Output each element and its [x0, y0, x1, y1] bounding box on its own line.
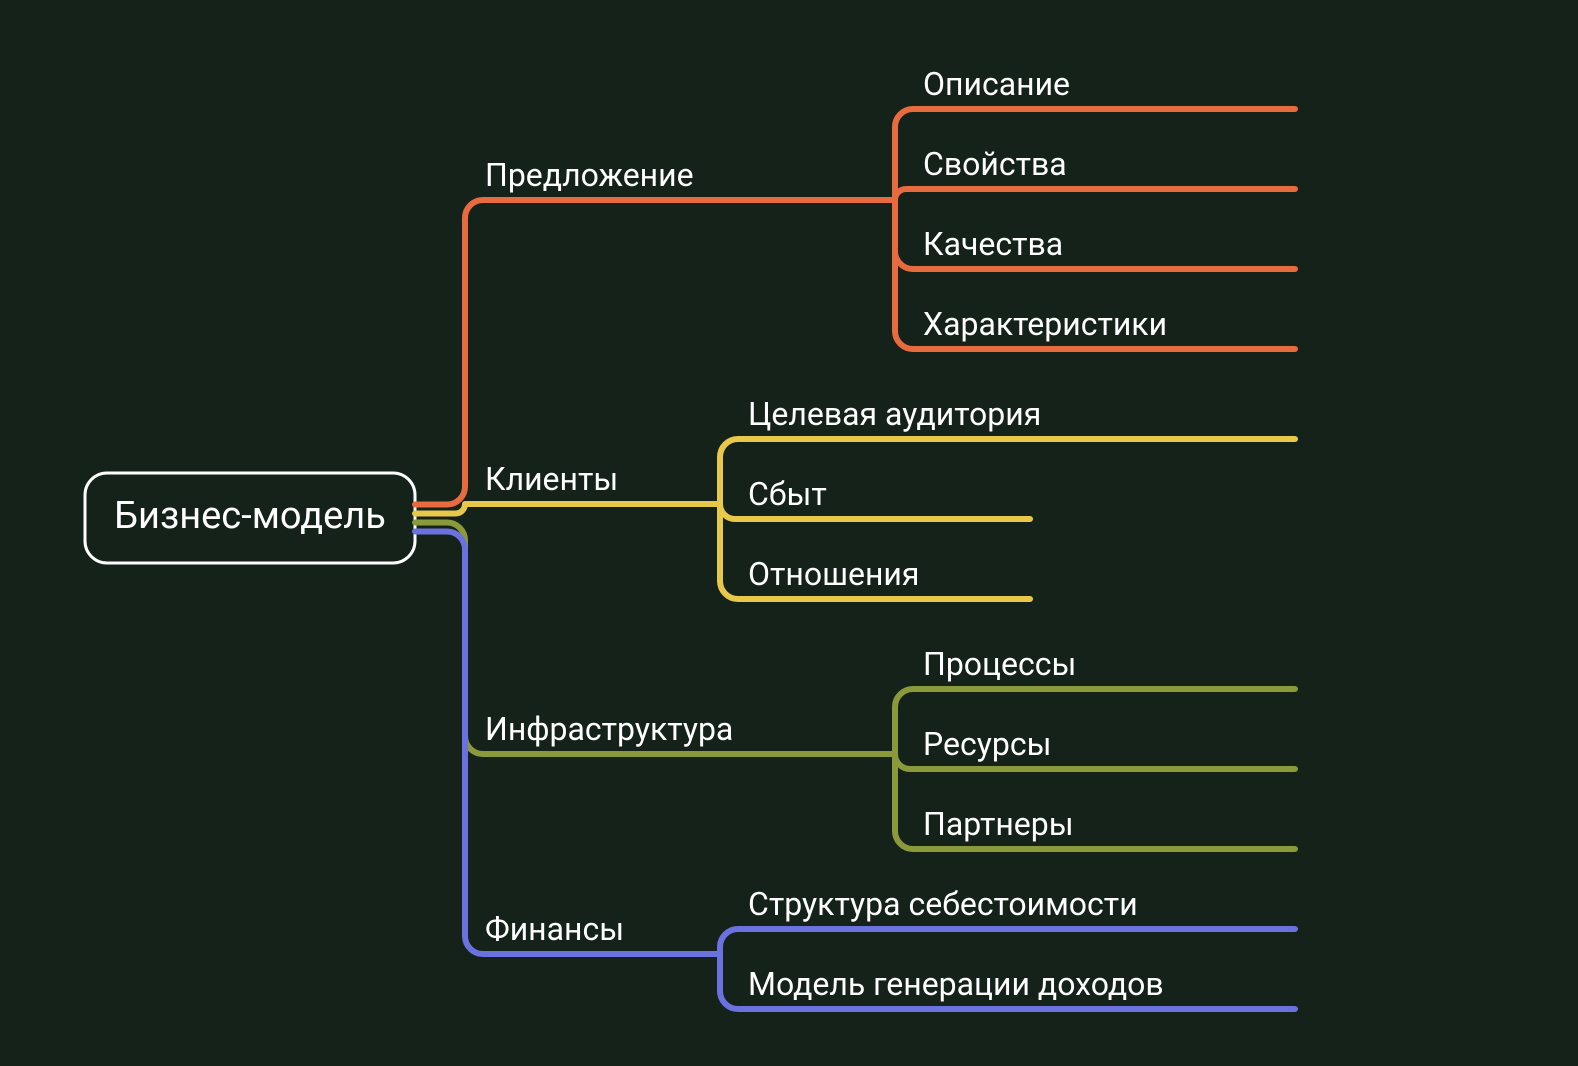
- mindmap-diagram: Бизнес-модель Предложение Описание Свойства…: [0, 0, 1578, 1066]
- branch-finance-child-0-connector: [720, 929, 1295, 954]
- branch-offer-child-2-label: Качества: [923, 225, 1063, 263]
- branch-infra-child-1-label: Ресурсы: [923, 725, 1051, 763]
- branch-infra-label: Инфраструктура: [485, 710, 733, 748]
- branch-infra-child-0-label: Процессы: [923, 645, 1076, 683]
- branch-offer-child-3-label: Характеристики: [923, 305, 1167, 343]
- root-node-label: Бизнес-модель: [114, 494, 386, 538]
- branch-finance-child-1-label: Модель генерации доходов: [748, 965, 1164, 1003]
- branch-clients: Клиенты Целевая аудитория Сбыт Отношения: [415, 395, 1295, 599]
- branch-offer-child-0-label: Описание: [923, 65, 1070, 103]
- branch-offer-label: Предложение: [485, 156, 694, 194]
- branch-clients-connector: [415, 504, 720, 514]
- branch-offer-child-1-label: Свойства: [923, 145, 1067, 183]
- branch-clients-label: Клиенты: [485, 460, 618, 498]
- branch-finance-child-0-label: Структура себестоимости: [748, 885, 1138, 923]
- branch-offer-child-1-connector: [895, 189, 1295, 200]
- branch-clients-child-2-label: Отношения: [748, 555, 919, 593]
- branch-clients-child-1-label: Сбыт: [748, 475, 827, 513]
- branch-offer-connector: [415, 200, 895, 505]
- branch-infra-child-2-label: Партнеры: [923, 805, 1074, 843]
- branch-finance-label: Финансы: [485, 910, 624, 948]
- branch-clients-child-0-label: Целевая аудитория: [748, 395, 1041, 433]
